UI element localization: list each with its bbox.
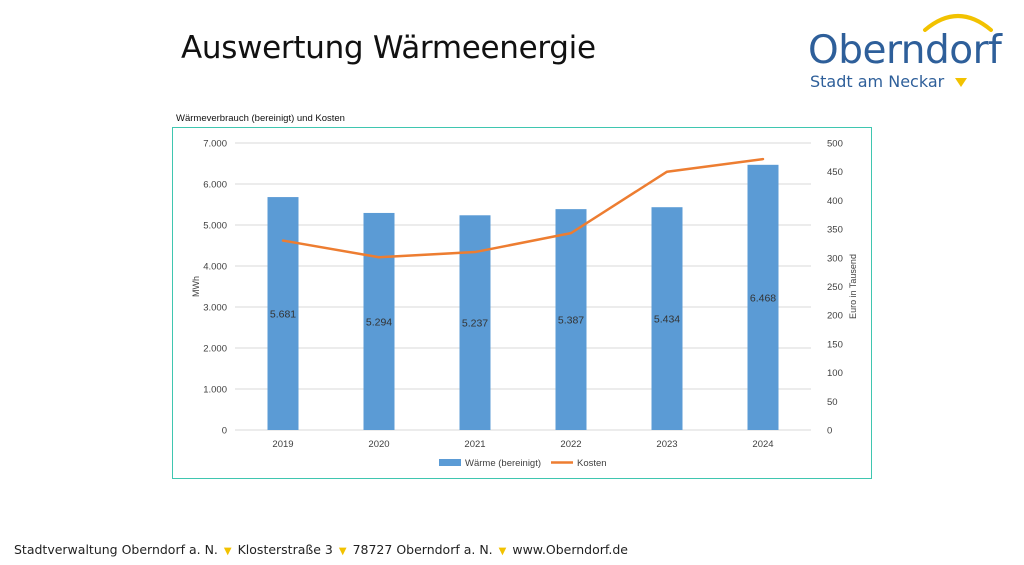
bar: [747, 164, 779, 430]
y-right-tick-label: 350: [827, 225, 843, 236]
chart-heading: Wärmeverbrauch (bereinigt) und Kosten: [176, 113, 345, 124]
x-tick-label: 2019: [272, 439, 293, 450]
logo-subtitle: Stadt am Neckar: [810, 72, 945, 91]
triangle-icon: [955, 78, 967, 87]
footer-org: Stadtverwaltung Oberndorf a. N.: [14, 542, 218, 557]
logo-name: Oberndorf: [808, 28, 1002, 73]
bar-data-label: 5.387: [558, 315, 584, 327]
chart-frame: 0 1.000 2.000 3.000 4.000 5.000 6.000 7.000 0 50 1…: [172, 127, 872, 479]
y-left-axis-title: MWh: [191, 276, 201, 297]
sun-arc-icon: [923, 14, 993, 32]
bar: [267, 197, 299, 430]
combo-chart: 0 1.000 2.000 3.000 4.000 5.000 6.000 7.000 0 50 1…: [191, 139, 858, 470]
footer-separator-icon: ▼: [338, 546, 347, 557]
city-logo: Oberndorf Stadt am Neckar: [800, 8, 1015, 98]
x-tick-label: 2021: [464, 439, 485, 450]
y-right-tick-label: 500: [827, 139, 843, 150]
x-tick-label: 2023: [656, 439, 677, 450]
y-right-tick-label: 400: [827, 196, 843, 207]
y-left-tick-label: 7.000: [203, 139, 227, 150]
y-left-tick-label: 4.000: [203, 262, 227, 273]
bar-data-label: 5.434: [654, 314, 680, 326]
y-left-tick-label: 0: [222, 426, 227, 437]
y-left-tick-label: 5.000: [203, 221, 227, 232]
bar-data-label: 5.681: [270, 309, 296, 321]
bar: [651, 207, 683, 430]
y-right-tick-label: 300: [827, 253, 843, 264]
footer: Stadtverwaltung Oberndorf a. N. ▼ Klosters…: [14, 542, 628, 557]
footer-website[interactable]: www.Oberndorf.de: [512, 542, 628, 557]
bar-data-label: 5.237: [462, 318, 488, 330]
y-left-tick-label: 3.000: [203, 303, 227, 314]
y-right-tick-label: 200: [827, 311, 843, 322]
x-tick-label: 2024: [752, 439, 773, 450]
footer-separator-icon: ▼: [498, 546, 507, 557]
y-right-tick-label: 250: [827, 282, 843, 293]
line-series-kosten: [281, 157, 765, 259]
footer-city: 78727 Oberndorf a. N.: [352, 542, 493, 557]
y-right-tick-label: 450: [827, 167, 843, 178]
slide-title: Auswertung Wärmeenergie: [181, 30, 596, 66]
bar-data-label: 5.294: [366, 316, 392, 328]
y-right-tick-label: 0: [827, 426, 832, 437]
bar: [555, 209, 587, 430]
y-left-tick-label: 2.000: [203, 344, 227, 355]
y-left-tick-label: 6.000: [203, 180, 227, 191]
bar-data-label: 6.468: [750, 292, 776, 304]
x-tick-label: 2022: [560, 439, 581, 450]
x-tick-label: 2020: [368, 439, 389, 450]
y-right-tick-label: 50: [827, 397, 838, 408]
footer-separator-icon: ▼: [223, 546, 232, 557]
footer-street: Klosterstraße 3: [237, 542, 333, 557]
y-right-tick-label: 100: [827, 368, 843, 379]
bar: [363, 212, 395, 430]
legend-label: Kosten: [577, 458, 607, 469]
legend-swatch-bar: [439, 459, 461, 466]
y-left-tick-label: 1.000: [203, 385, 227, 396]
y-right-axis-title: Euro in Tausend: [848, 254, 858, 319]
legend-label: Wärme (bereinigt): [465, 458, 541, 469]
y-right-tick-label: 150: [827, 339, 843, 350]
